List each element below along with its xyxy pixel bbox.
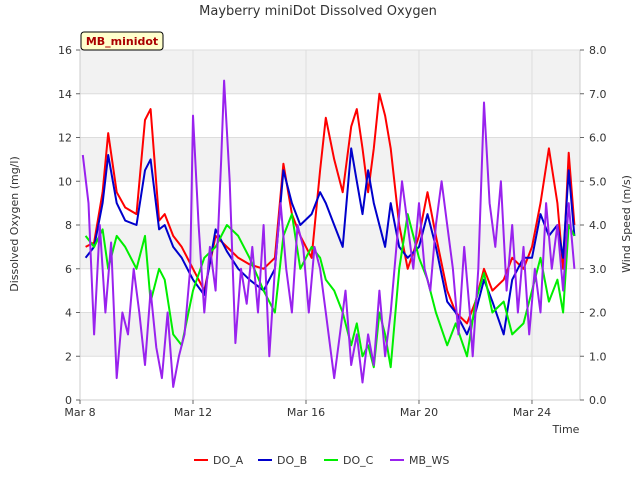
series-line-mb-ws <box>81 79 576 388</box>
y2-tick-label: 6.0 <box>589 132 607 145</box>
series-line-do-c <box>84 213 576 369</box>
shaded-band <box>80 50 580 94</box>
series-line-do-b <box>84 147 576 336</box>
y-tick-label: 8 <box>65 219 72 232</box>
legend: DO_A DO_B DO_C MB_WS <box>194 454 449 467</box>
y2-tick-label: 1.0 <box>589 350 607 363</box>
x-tick-label: Mar 12 <box>174 406 212 419</box>
y-tick-label: 6 <box>65 263 72 276</box>
y2-tick-label: 4.0 <box>589 219 607 232</box>
y2-tick-label: 2.0 <box>589 307 607 320</box>
y2-tick-label: 0.0 <box>589 394 607 407</box>
chart-title: Mayberry miniDot Dissolved Oxygen <box>199 4 437 19</box>
chart-badge-label: MB_minidot <box>86 35 158 48</box>
y-tick-label: 14 <box>58 88 72 101</box>
legend-label: DO_B <box>277 454 307 467</box>
y-tick-label: 10 <box>58 175 72 188</box>
y-tick-label: 4 <box>65 307 72 320</box>
series-layer <box>81 79 576 388</box>
y-tick-label: 0 <box>65 394 72 407</box>
y2-tick-label: 8.0 <box>589 44 607 57</box>
x-tick-label: Mar 8 <box>64 406 95 419</box>
x-tick-label: Mar 20 <box>400 406 438 419</box>
shaded-band <box>80 137 580 182</box>
legend-label: DO_A <box>213 454 244 467</box>
y-tick-label: 16 <box>58 44 72 57</box>
y-tick-label: 2 <box>65 350 72 363</box>
y2-axis-label: Wind Speed (m/s) <box>620 175 633 273</box>
y2-tick-label: 5.0 <box>589 175 607 188</box>
y-axis-label: Dissolved Oxygen (mg/l) <box>8 156 21 291</box>
chart-badge: MB_minidot <box>80 31 164 51</box>
legend-label: DO_C <box>343 454 374 467</box>
y-tick-label: 12 <box>58 132 72 145</box>
series-line-do-a <box>85 92 576 325</box>
x-axis-label: Time <box>552 423 580 436</box>
y2-tick-label: 3.0 <box>589 263 607 276</box>
x-tick-label: Mar 16 <box>287 406 325 419</box>
y2-tick-label: 7.0 <box>589 88 607 101</box>
x-tick-label: Mar 24 <box>513 406 551 419</box>
legend-label: MB_WS <box>409 454 449 467</box>
axes: 0 2 4 6 8 10 12 14 16 0.0 1.0 2.0 3.0 4.0 5.0 6.0 7.0 8.0… <box>58 44 607 419</box>
